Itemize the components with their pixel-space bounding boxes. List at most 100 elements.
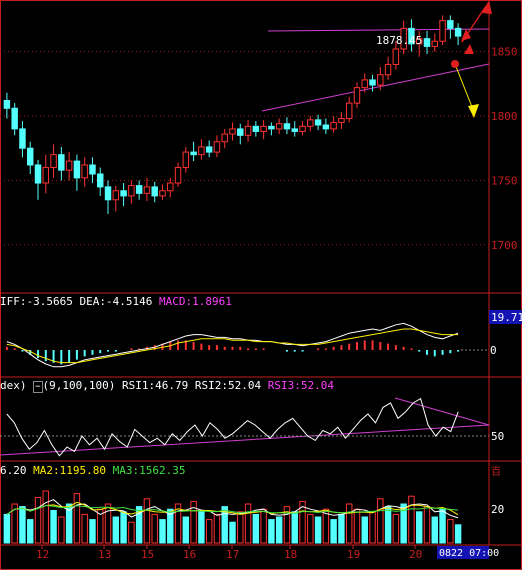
macd-dea-line <box>6 328 459 364</box>
volume-bar <box>221 506 228 544</box>
rsi-collapse-icon[interactable]: − <box>33 381 43 393</box>
candle-body <box>104 186 112 201</box>
macd-diff-line <box>6 322 459 368</box>
volume-bar <box>11 503 18 544</box>
price-tick-label: 1850 <box>491 46 518 59</box>
rsi3-label: RSI3: <box>267 379 301 392</box>
volume-bar <box>244 503 252 544</box>
volume-bar <box>237 511 244 544</box>
volume-bar <box>345 503 353 544</box>
volume-bar <box>275 516 283 544</box>
macd-header: IFF:-3.5665 DEA:-4.5146 MACD:1.8961 <box>0 295 232 308</box>
volume-bar <box>384 506 392 544</box>
x-tick-label: 20 <box>409 548 422 561</box>
volume-bar <box>291 511 298 544</box>
volume-bar <box>174 503 182 544</box>
volume-bar <box>58 516 65 544</box>
volume-ma1-value: 6.20 <box>0 464 27 477</box>
rsi2-value: 52.04 <box>228 379 262 392</box>
volume-bar <box>159 519 166 544</box>
volume-bar <box>112 516 120 544</box>
price-grid <box>0 51 489 246</box>
candle-body <box>252 125 260 132</box>
candle-body <box>167 182 174 192</box>
candle-body <box>260 125 267 132</box>
volume-bar <box>190 500 197 544</box>
macd-diff-value: -3.5665 <box>26 295 73 308</box>
volume-bar <box>447 519 454 544</box>
volume-bar <box>353 508 361 544</box>
volume-bar <box>143 498 151 544</box>
x-tick-label: 13 <box>98 548 111 561</box>
volume-bar <box>167 508 174 544</box>
candle-body <box>408 27 415 45</box>
candle-body <box>174 167 182 184</box>
volume-bar <box>439 508 446 544</box>
candle-body <box>42 167 50 184</box>
rsi-params: (9,100,100) <box>42 379 116 392</box>
down-projection-arrow <box>454 63 475 113</box>
candle-body <box>221 133 228 143</box>
candle-body <box>423 38 431 47</box>
candle-body <box>454 27 462 37</box>
resistance-line <box>267 28 490 32</box>
rsi-support-line <box>0 424 490 456</box>
x-tick-label: 12 <box>36 548 49 561</box>
candle-body <box>65 160 73 171</box>
volume-bar <box>369 511 376 544</box>
volume-ma2-label: MA2: <box>33 464 60 477</box>
price-y-axis: 1850 1800 1750 1700 <box>491 46 518 252</box>
date-box-text: 0822 07:00 <box>439 548 499 559</box>
volume-bar <box>198 511 205 544</box>
volume-bar <box>27 519 34 544</box>
candle-body <box>392 48 400 65</box>
candle-body <box>338 118 345 123</box>
candle-body <box>81 164 88 179</box>
candle-body <box>345 102 353 120</box>
candle-body <box>322 124 330 130</box>
candle-body <box>314 119 322 126</box>
candle-body <box>415 38 423 45</box>
volume-tick-label: 20 <box>491 503 504 516</box>
volume-bar <box>89 519 96 544</box>
candle-body <box>11 107 18 130</box>
candle-body <box>27 147 34 166</box>
volume-ma3-value: 1562.35 <box>139 464 186 477</box>
volume-ma2-value: 1195.80 <box>59 464 106 477</box>
rsi-line <box>6 397 459 457</box>
x-tick-label: 16 <box>183 548 196 561</box>
candle-body <box>97 173 104 188</box>
volume-bar <box>73 493 81 544</box>
candle-body <box>151 186 158 197</box>
volume-bar <box>3 513 11 544</box>
volume-bar <box>65 503 73 544</box>
volume-bar <box>104 503 112 544</box>
candle-body <box>190 151 197 156</box>
volume-bar <box>307 513 314 544</box>
candle-body <box>431 40 438 47</box>
candle-body <box>34 164 42 184</box>
volume-bar <box>392 513 400 544</box>
x-tick-label: 15 <box>141 548 154 561</box>
volume-bar <box>454 524 462 544</box>
macd-histogram <box>5 340 460 365</box>
support-line <box>261 63 490 112</box>
candle-body <box>198 146 205 156</box>
volume-bar <box>268 519 275 544</box>
rsi1-value: 46.79 <box>155 379 189 392</box>
x-tick-label: 17 <box>226 548 239 561</box>
rsi-level-label: 50 <box>491 430 504 443</box>
candle-body <box>159 190 166 197</box>
rsi2-label: RSI2: <box>194 379 229 392</box>
x-axis: 12 13 15 16 17 18 19 20 <box>36 545 422 561</box>
volume-bars <box>3 490 462 544</box>
volume-bar <box>120 511 127 544</box>
macd-zero-label: 0 <box>490 344 497 357</box>
candle-body <box>205 146 213 153</box>
date-box <box>437 546 489 559</box>
volume-ma3-label: MA3: <box>112 464 140 477</box>
candle-body <box>361 79 368 89</box>
volume-bar <box>19 506 26 544</box>
candle-body <box>400 27 407 50</box>
